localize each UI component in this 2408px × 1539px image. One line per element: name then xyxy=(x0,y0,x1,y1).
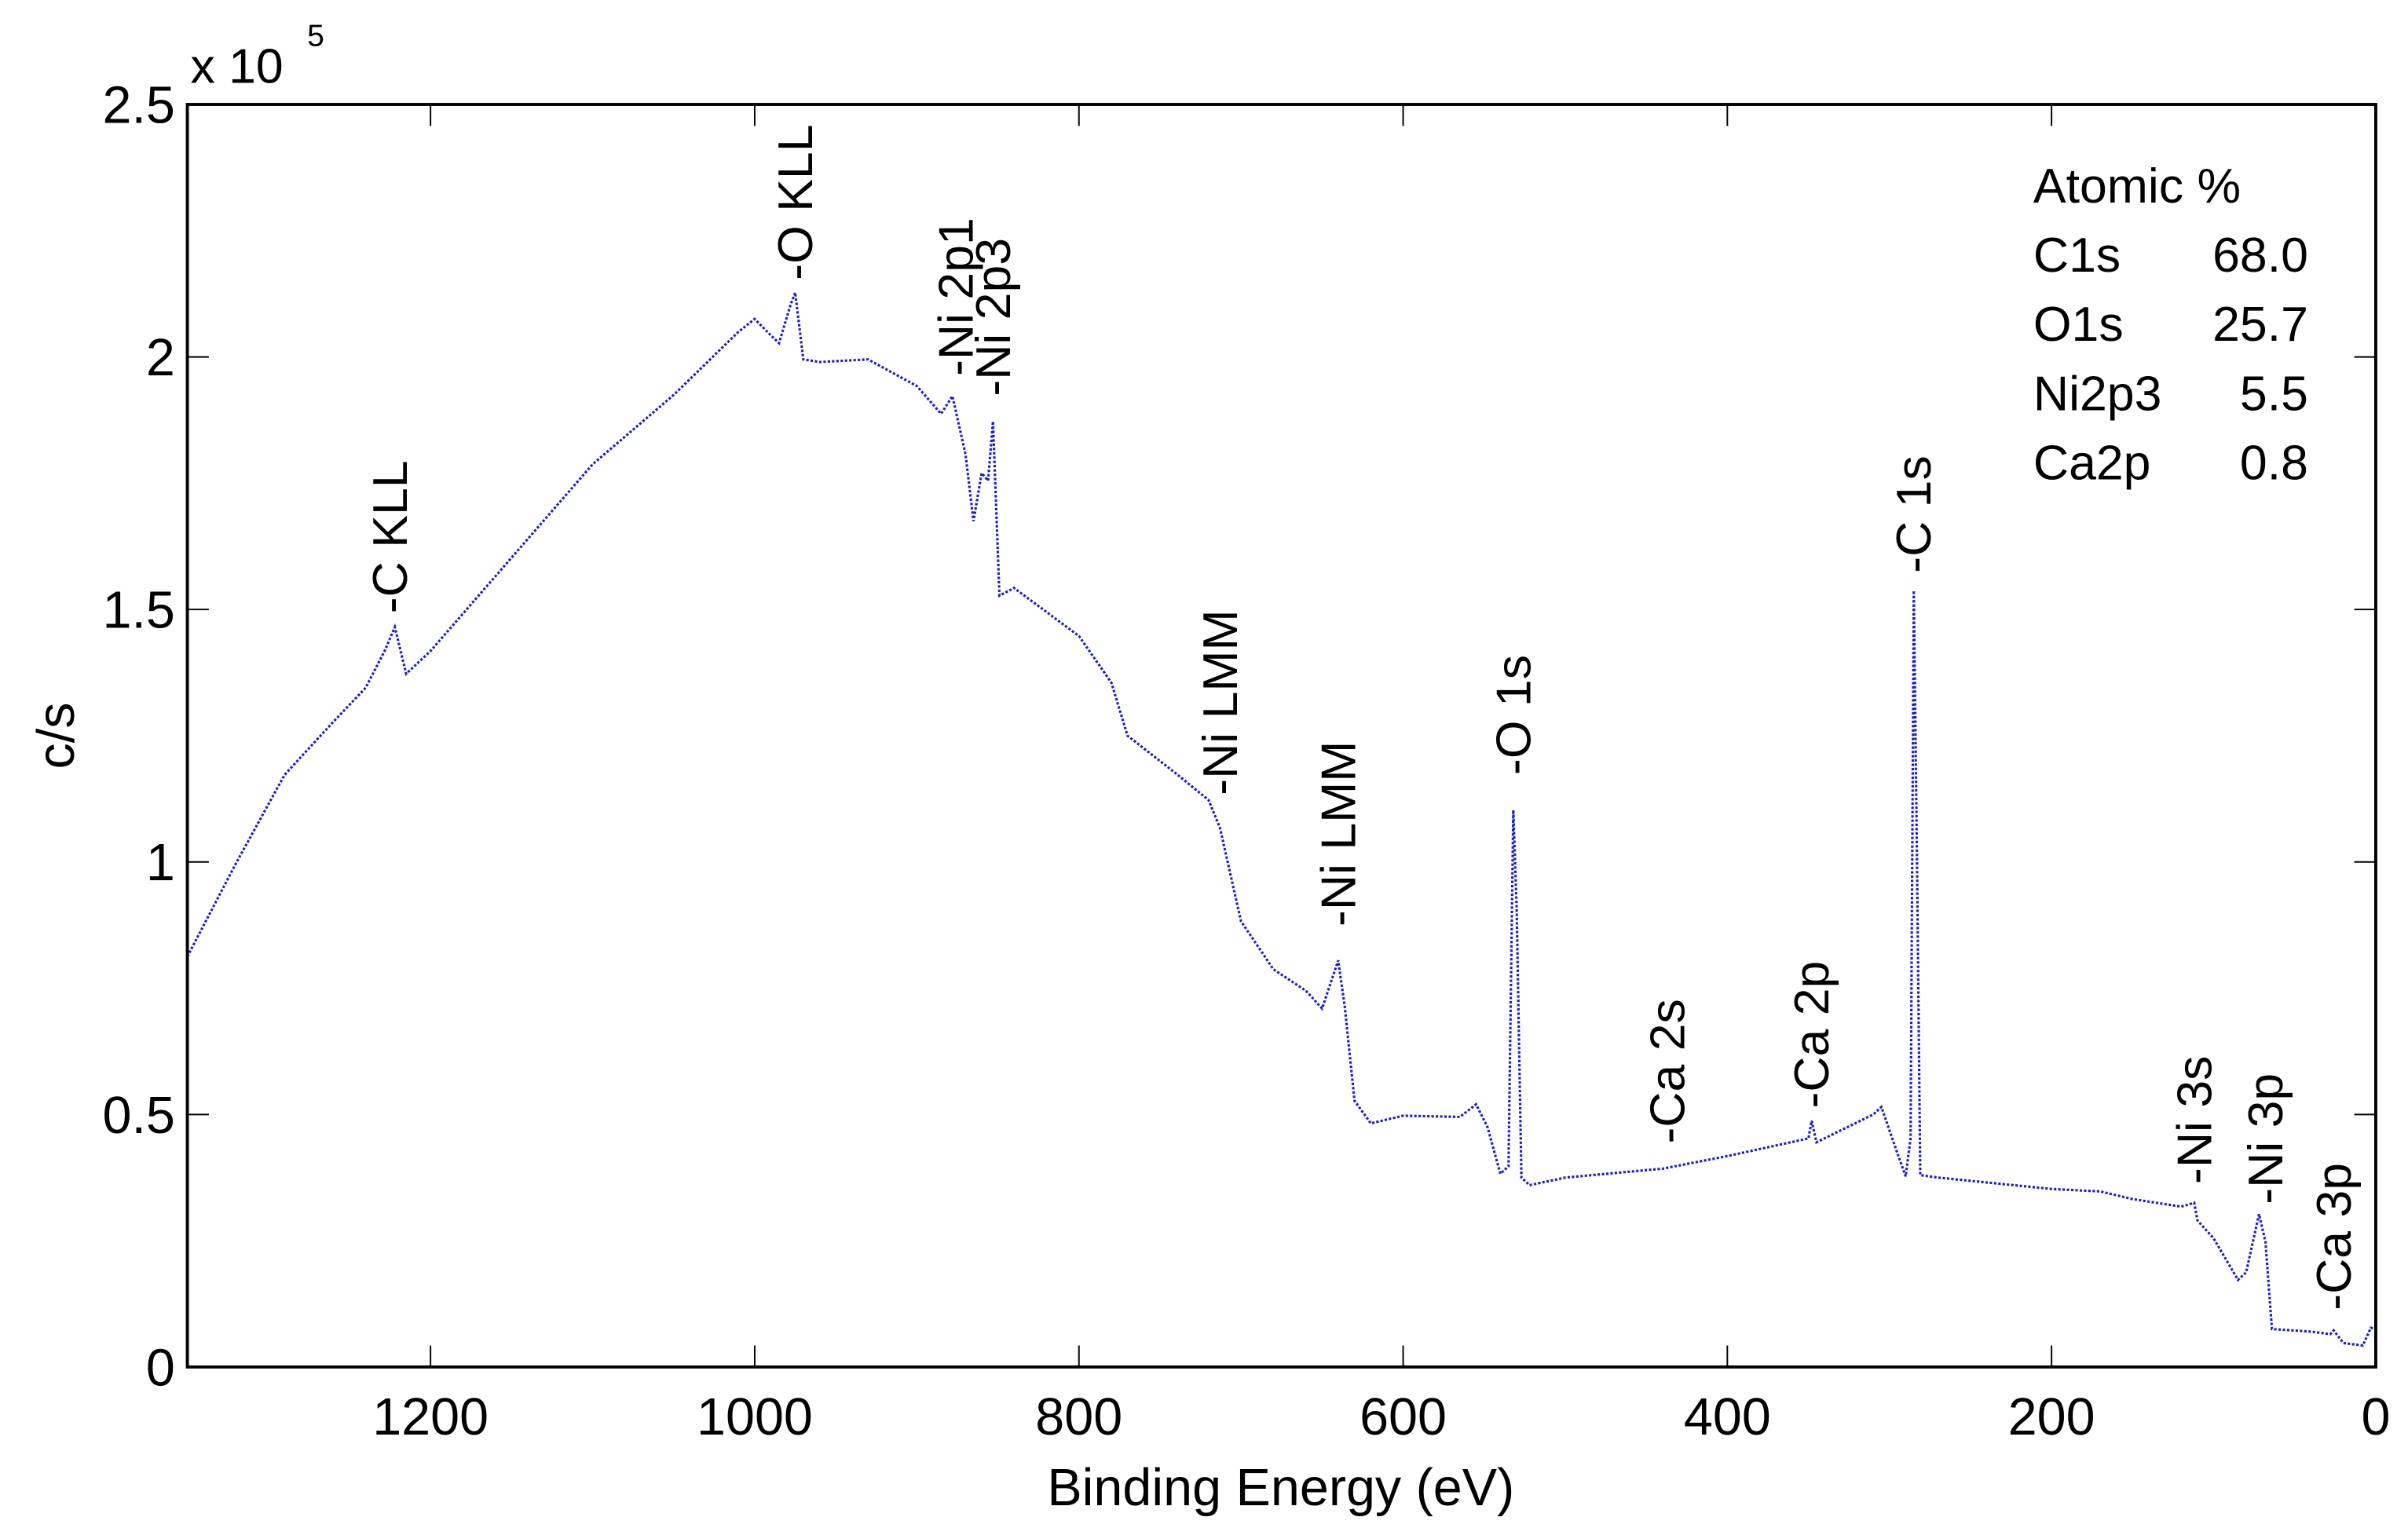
peak-label: -Ni 3s xyxy=(2167,1056,2222,1184)
peak-label: -C KLL xyxy=(363,460,418,613)
peak-label: -Ni LMM xyxy=(1193,609,1248,795)
peak-label: -Ca 2p xyxy=(1784,961,1839,1109)
y-axis-label: c/s xyxy=(27,702,86,769)
y-tick-label: 1 xyxy=(146,834,175,892)
x-axis-label: Binding Energy (eV) xyxy=(1047,1459,1514,1517)
peak-label: -Ca 3p xyxy=(2307,1163,2362,1311)
table-title: Atomic % xyxy=(2033,159,2241,214)
y-multiplier-label: x 10 xyxy=(190,39,283,94)
spectrum-series-line xyxy=(186,292,2377,1347)
peak-label: -Ni 2p1 xyxy=(928,218,983,376)
table-row-value: 5.5 xyxy=(2240,366,2308,421)
atomic-percent-table: Atomic % C1s 68.0 O1s 25.7 Ni2p3 5.5 Ca2… xyxy=(2033,159,2308,490)
table-row-name: Ca2p xyxy=(2033,435,2151,490)
x-tick-label: 600 xyxy=(1360,1388,1447,1446)
table-row-name: O1s xyxy=(2033,297,2124,352)
x-tick-label: 200 xyxy=(2008,1388,2095,1446)
table-row-value: 25.7 xyxy=(2212,297,2308,352)
y-tick-label: 2 xyxy=(146,329,175,387)
axis-ticks: 1200 1000 800 600 400 200 0 0 0.5 1 1.5 2 2.5 xyxy=(102,76,2390,1446)
table-row-value: 0.8 xyxy=(2240,435,2308,490)
peak-label: -Ni LMM xyxy=(1312,741,1367,927)
x-tick-label: 800 xyxy=(1035,1388,1122,1446)
table-row-name: Ni2p3 xyxy=(2033,366,2161,421)
y-tick-label: 0 xyxy=(146,1339,175,1397)
x-tick-label: 1000 xyxy=(697,1388,813,1446)
x-tick-label: 400 xyxy=(1684,1388,1771,1446)
plot-area-frame xyxy=(185,103,2377,1369)
y-tick-label: 0.5 xyxy=(102,1087,174,1145)
x-tick-label: 0 xyxy=(2361,1388,2390,1446)
table-row-value: 68.0 xyxy=(2212,228,2308,283)
x-tick-label: 1200 xyxy=(372,1388,489,1446)
peak-label: -O 1s xyxy=(1486,655,1541,775)
peak-label: -Ni 3p xyxy=(2238,1073,2293,1205)
y-tick-label: 2.5 xyxy=(102,76,174,134)
peak-label: -Ni 2p3 xyxy=(966,238,1021,397)
y-tick-label: 1.5 xyxy=(102,582,174,640)
peak-label: -Ca 2s xyxy=(1640,999,1695,1143)
peak-annotations: -C KLL -O KLL -Ni 2p1-Ni 2p3 -Ni LMM -Ni LMM… xyxy=(363,124,2362,1310)
table-row-name: C1s xyxy=(2033,228,2121,283)
peak-label: -C 1s xyxy=(1887,455,1941,573)
y-multiplier-exponent: 5 xyxy=(307,20,324,53)
peak-label: -O KLL xyxy=(768,124,823,280)
